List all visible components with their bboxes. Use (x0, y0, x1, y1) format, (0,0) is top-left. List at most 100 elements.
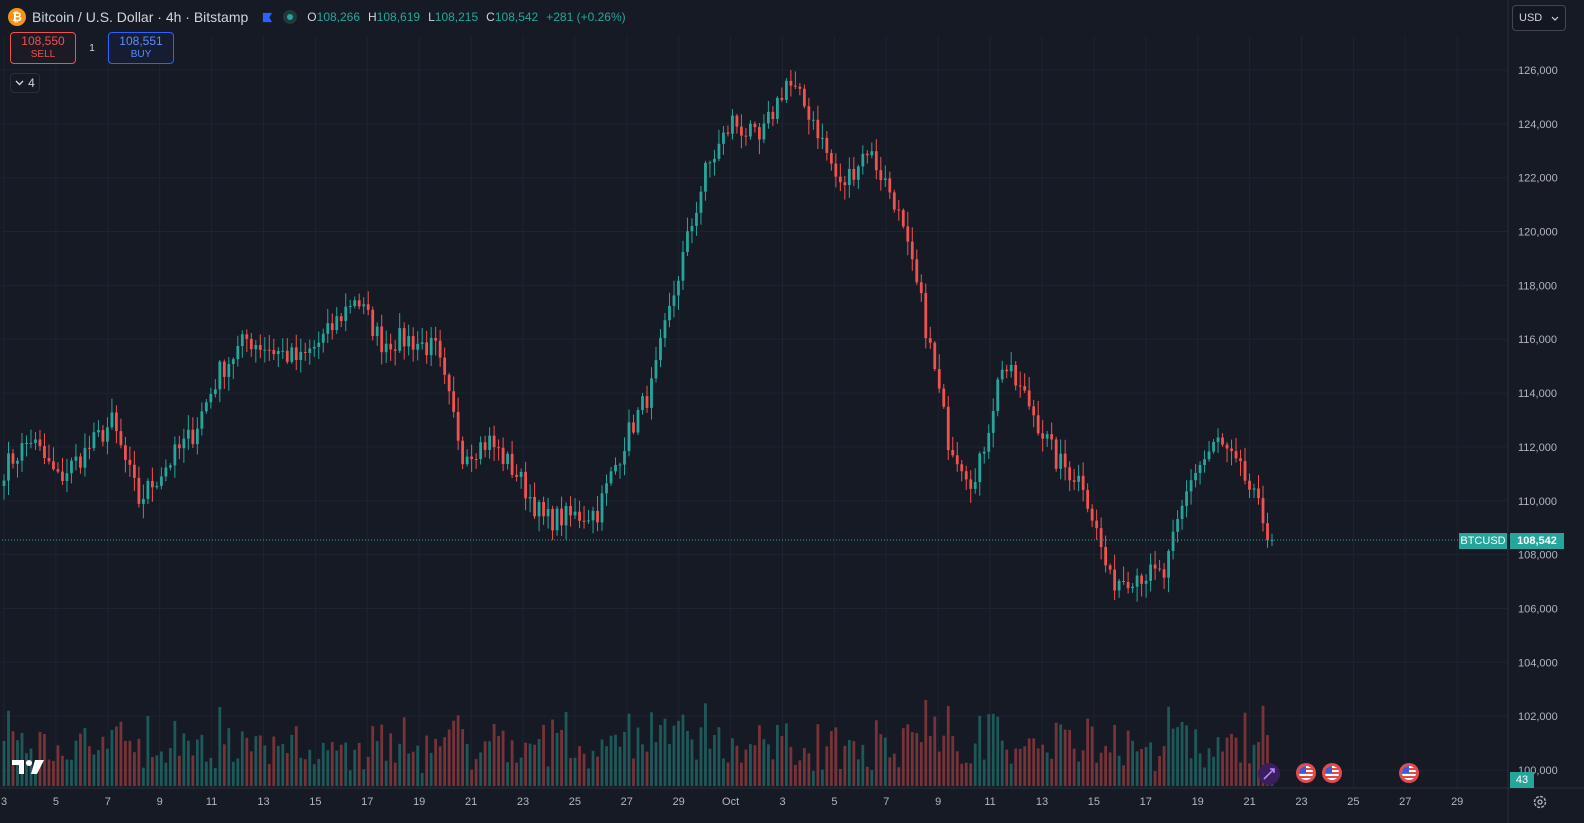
sell-button[interactable]: 108,550 SELL (10, 32, 76, 64)
gear-icon[interactable] (1530, 792, 1550, 812)
candle-body (663, 320, 667, 339)
candle-body (991, 411, 995, 433)
candle-body (802, 88, 806, 107)
volume-bar (1167, 706, 1170, 786)
us-flag-icon[interactable] (1296, 763, 1316, 783)
spark-icon[interactable] (1258, 763, 1280, 785)
candle-body (177, 444, 181, 449)
candle-body (195, 428, 199, 445)
volume-bar (537, 739, 541, 786)
us-flag-icon[interactable] (1322, 763, 1342, 783)
candle-body (780, 97, 784, 100)
volume-bar (429, 752, 433, 786)
volume-bar (793, 764, 797, 786)
x-tick-label: 25 (569, 796, 581, 808)
volume-bar (1257, 742, 1260, 786)
x-tick-label: 9 (157, 796, 163, 808)
candle-body (272, 350, 276, 355)
volume-bar (829, 731, 833, 786)
candle-body (825, 137, 829, 153)
y-tick-label: 102,000 (1518, 711, 1558, 723)
candle-body (281, 350, 285, 352)
us-flag-icon[interactable] (1399, 763, 1419, 783)
volume-bar (1086, 718, 1090, 786)
candle-body (1077, 475, 1081, 482)
volume-bar (1050, 758, 1054, 786)
candle-body (847, 168, 851, 186)
candle-body (335, 316, 339, 331)
candle-body (982, 451, 986, 454)
low-value: 108,215 (434, 10, 479, 24)
candle-body (528, 496, 532, 499)
candle-body (128, 459, 132, 465)
x-tick-label: 27 (1399, 796, 1411, 808)
currency-select[interactable]: USD (1512, 5, 1566, 31)
candle-body (106, 427, 109, 442)
candle-body (474, 458, 478, 460)
volume-bar (996, 716, 1000, 786)
volume-bar (1162, 746, 1166, 786)
buy-price: 108,551 (119, 34, 163, 48)
volume-bar (1158, 755, 1161, 786)
volume-bar (195, 739, 199, 786)
volume-bar (955, 751, 959, 786)
candle-body (389, 343, 393, 350)
volume-bar (321, 742, 325, 786)
volume-bar (605, 746, 608, 786)
candle-body (357, 300, 361, 307)
candle-body (479, 442, 483, 460)
volume-bar (1117, 755, 1121, 786)
candle-body (398, 328, 402, 351)
indicators-toggle-button[interactable]: 4 (10, 73, 40, 93)
flag-icon[interactable] (262, 12, 273, 23)
volume-bar (906, 724, 910, 786)
volume-bar (56, 745, 60, 786)
tradingview-logo-icon[interactable] (12, 757, 46, 777)
candle-body (470, 456, 474, 459)
candle-body (348, 306, 352, 308)
candle-body (263, 349, 267, 351)
candle-body (834, 163, 838, 177)
volume-bar (560, 729, 563, 786)
volume-bar (1063, 729, 1067, 786)
candle-body (1239, 458, 1242, 462)
volume-bar (236, 758, 240, 786)
candle-body (209, 394, 213, 403)
candle-body (452, 391, 456, 412)
volume-bar (227, 728, 231, 786)
candle-body (560, 508, 563, 526)
candle-body (231, 359, 235, 365)
high-value: 108,619 (376, 10, 421, 24)
candle-body (294, 347, 298, 360)
volume-bar (74, 740, 78, 786)
volume-bar (722, 758, 725, 786)
high-label: H (368, 10, 377, 24)
volume-bar (1252, 744, 1256, 786)
volume-bar (551, 719, 554, 786)
volume-bar (339, 744, 343, 786)
volume-bar (942, 735, 946, 786)
candle-body (937, 369, 941, 389)
candle-body (222, 361, 226, 377)
volume-bar (79, 733, 82, 786)
volume-bar (641, 744, 644, 786)
volume-bar (758, 725, 761, 786)
volume-bar (164, 762, 168, 786)
candle-body (1059, 453, 1063, 469)
candle-body (97, 430, 100, 433)
candle-body (227, 364, 231, 377)
candle-body (173, 444, 177, 466)
candle-body (330, 323, 334, 331)
candle-body (443, 357, 447, 375)
candle-body (133, 464, 136, 478)
volume-bar (933, 716, 937, 786)
candle-body (1068, 467, 1072, 481)
candle-body (456, 411, 460, 441)
volume-bar (609, 735, 613, 786)
symbol-title[interactable]: Bitcoin / U.S. Dollar · 4h · Bitstamp (32, 9, 249, 25)
volume-bar (110, 729, 114, 786)
candle-body (690, 225, 694, 232)
volume-bar (919, 742, 923, 786)
buy-button[interactable]: 108,551 BUY (108, 32, 174, 64)
